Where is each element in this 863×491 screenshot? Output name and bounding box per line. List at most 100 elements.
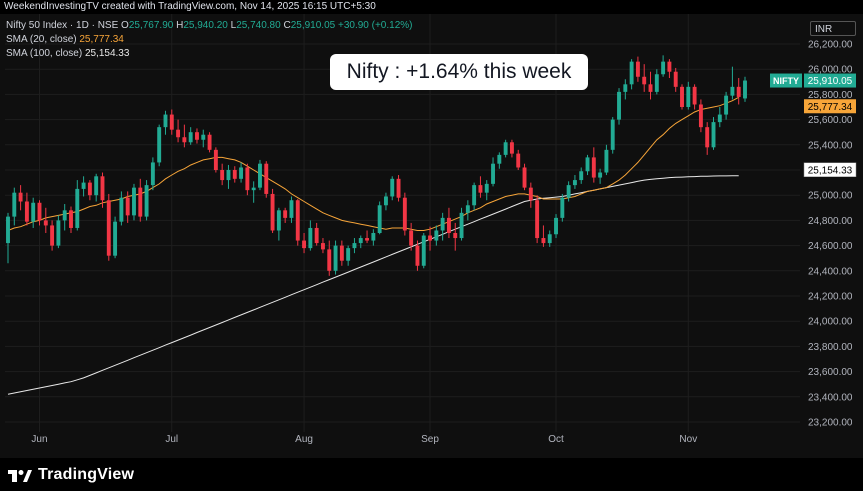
sma100-tag-label: 25,154.33 [808,165,853,176]
candle [617,88,621,125]
symbol-tag [770,73,802,88]
candle-body [138,187,143,217]
y-tick-label: 24,000.00 [808,317,853,328]
candle-body [176,129,181,138]
candle-body [434,230,439,241]
candlestick-chart[interactable]: 26,200.00 26,000.00 25,800.00 25,600.00 25,4… [0,0,863,458]
candle [472,182,477,211]
candle [598,168,603,184]
candle [642,64,647,92]
candle [736,78,741,105]
candle [245,163,250,196]
candle [43,207,48,233]
candle-body [6,216,10,244]
candle-body [585,157,590,172]
candle-body [692,86,697,105]
candle [289,196,294,223]
candle-body [453,233,458,239]
candle-body [100,176,105,201]
candle-body [365,238,370,241]
candle [390,176,395,201]
chart-legend: Nifty 50 Index · 1D · NSE O25,767.90 H25… [6,19,412,61]
candle [163,110,168,135]
candle [705,122,710,155]
candle-body [428,235,432,241]
candle [56,215,61,249]
legend-low-label: L [230,20,237,31]
candle [484,180,489,201]
legend-sma100-row: SMA (100, close) 25,154.33 [6,47,412,61]
candle [150,157,155,191]
candle-body [396,178,401,198]
candle [176,119,181,143]
candle [383,192,388,211]
candle-body [195,132,199,140]
candle [270,188,275,233]
candle [169,109,174,135]
candle-body [56,220,61,246]
tradingview-logo-icon [8,469,32,482]
candle-body [743,80,747,99]
candle-body [43,220,48,226]
candle [604,144,609,176]
y-tick-label: 23,800.00 [808,342,853,353]
legend-sma100-label: SMA (100, close) [6,48,83,59]
candle [232,166,237,183]
candle [157,124,162,167]
candle-body [421,235,426,266]
candle [547,230,552,247]
legend-symbol: Nifty 50 Index · 1D · NSE [6,20,119,31]
y-tick-label: 24,800.00 [808,216,853,227]
y-tick-label: 24,400.00 [808,266,853,277]
tradingview-logo[interactable]: TradingView [8,466,134,484]
candle-body [207,134,212,150]
y-tick-label: 26,000.00 [808,65,853,76]
candle-body [617,91,621,120]
candle-body [465,205,470,213]
candle-body [314,227,319,244]
candle-body [18,192,23,202]
candle-body [245,167,250,191]
candle [541,225,546,247]
sma100-tag [803,162,857,178]
candle [314,222,319,246]
candle-body [358,238,363,244]
legend-change: +30.90 (+0.12%) [337,20,413,31]
candle-body [736,86,741,97]
candle-body [730,86,735,96]
candle-body [106,200,111,256]
candle [132,183,136,221]
candle [491,157,495,187]
candle [264,161,269,198]
candle [730,66,735,100]
candle-body [188,132,193,143]
candle-body [251,187,256,191]
currency-label[interactable]: INR [810,21,856,36]
tradingview-wordmark: TradingView [38,466,135,483]
candle [522,163,527,191]
candle-body [371,233,376,241]
candle [50,220,55,251]
legend-close-value: 25,910.05 [290,20,336,31]
candle [516,149,521,170]
candle [6,212,10,264]
candle-body [182,137,187,143]
candle-body [333,245,338,271]
candle [75,180,80,231]
candle-body [472,185,477,206]
candle [352,238,357,254]
candle-body [635,61,640,77]
candle-body [352,243,357,249]
candle [503,139,508,158]
y-tick-label: 23,600.00 [808,367,853,378]
y-axis: 26,200.00 26,000.00 25,800.00 25,600.00 25,4… [808,40,853,429]
candle [629,59,634,90]
x-tick-label: Sep [421,434,439,445]
candle-body [497,154,502,164]
x-tick-label: Aug [295,434,313,445]
candle [421,233,426,269]
candle [339,240,344,266]
candle-body [717,114,722,123]
candle-body [232,170,237,179]
candle-body [113,221,118,256]
